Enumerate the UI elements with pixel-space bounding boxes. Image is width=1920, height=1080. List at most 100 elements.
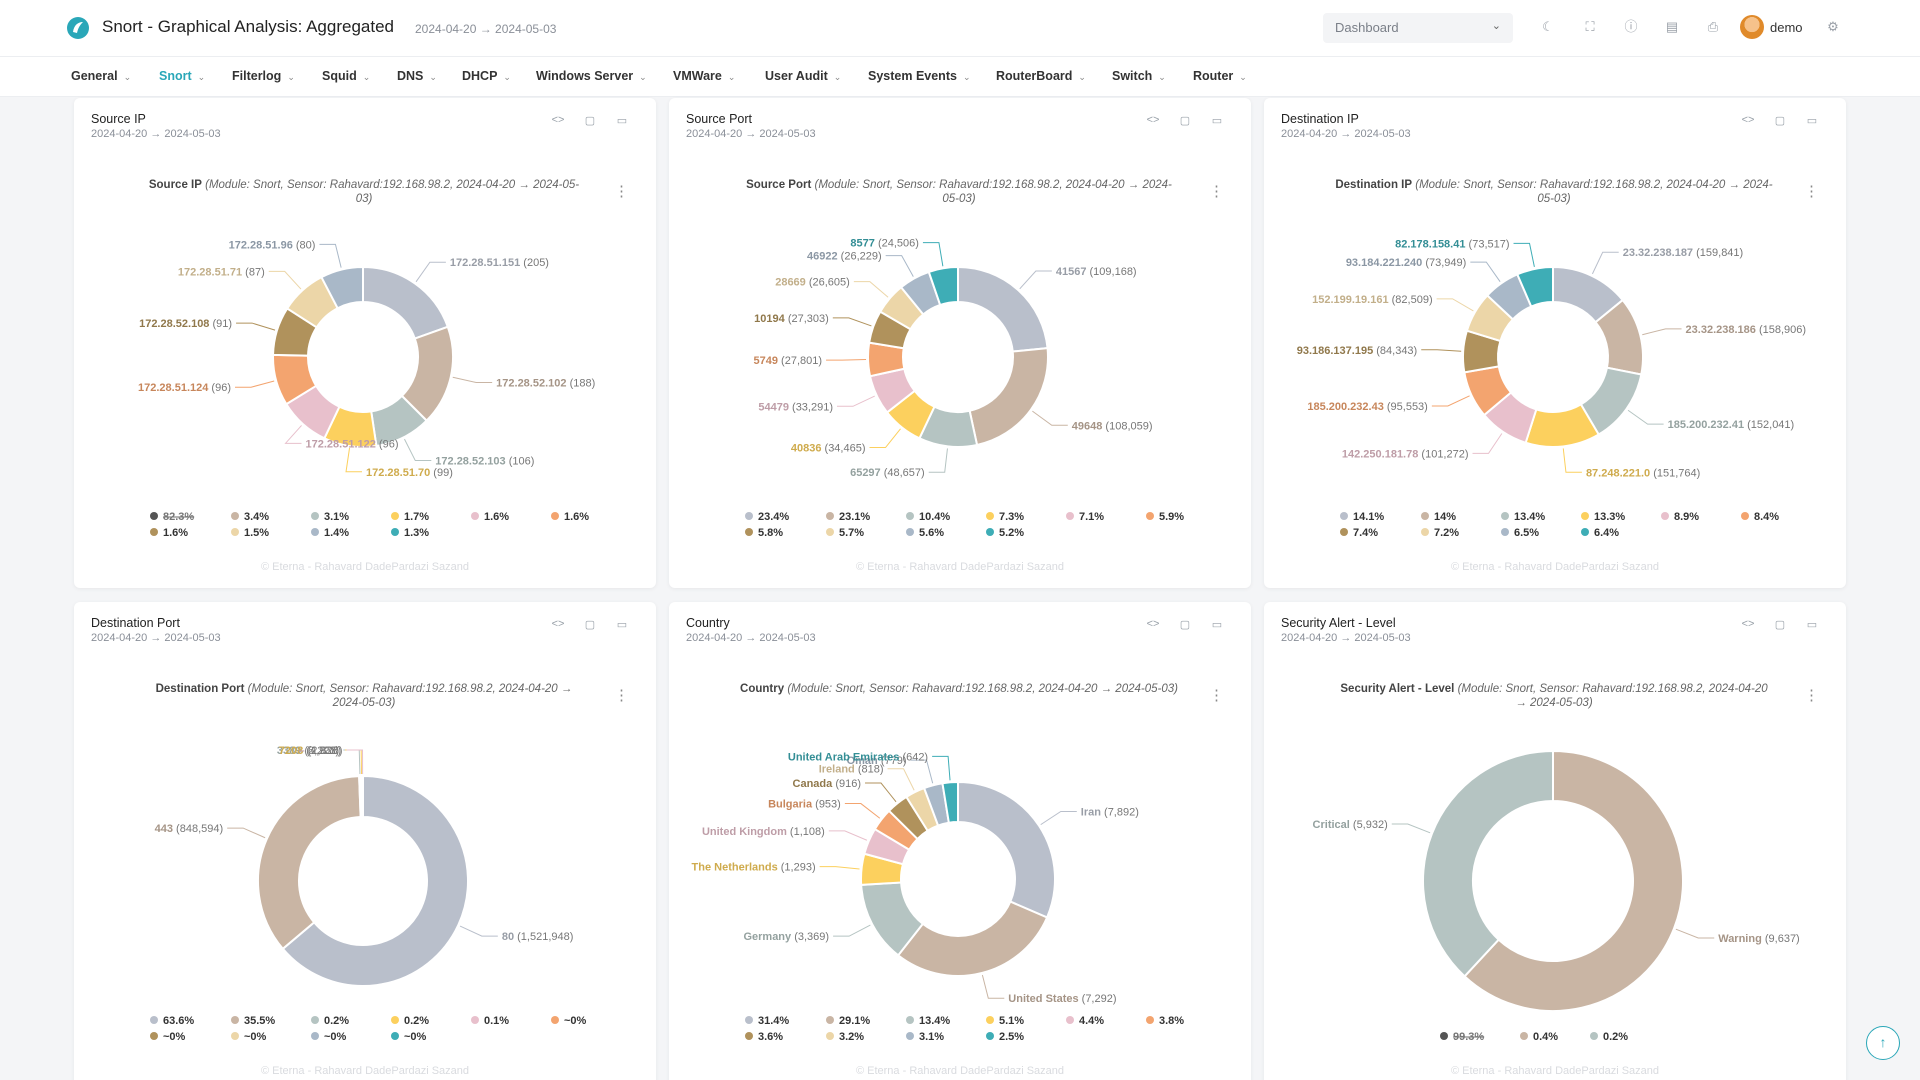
code-icon[interactable]: <> — [1741, 618, 1755, 630]
kebab-menu-icon[interactable]: ⋮ — [1804, 183, 1819, 200]
legend-item[interactable]: 3.1% — [906, 1031, 944, 1043]
nav-item-switch[interactable]: Switch ⌄ — [1112, 69, 1166, 83]
nav-item-routerboard[interactable]: RouterBoard ⌄ — [996, 69, 1086, 83]
donut-slice[interactable] — [941, 780, 959, 824]
legend-item[interactable]: 35.5% — [231, 1015, 275, 1027]
comment-icon[interactable]: ▭ — [616, 619, 628, 631]
legend-item[interactable]: 5.6% — [906, 527, 944, 539]
donut-slice[interactable] — [257, 775, 362, 951]
legend-item[interactable]: 3.1% — [311, 511, 349, 523]
legend-item[interactable]: 2.5% — [986, 1031, 1024, 1043]
copy-icon[interactable]: ▢ — [1179, 115, 1191, 127]
nav-item-squid[interactable]: Squid ⌄ — [322, 69, 370, 83]
legend-item[interactable]: 31.4% — [745, 1015, 789, 1027]
comment-icon[interactable]: ▭ — [616, 115, 628, 127]
legend-item[interactable]: 23.1% — [826, 511, 870, 523]
nav-item-snort[interactable]: Snort ⌄ — [159, 69, 205, 83]
donut-slice[interactable] — [361, 774, 364, 819]
nav-item-system-events[interactable]: System Events ⌄ — [868, 69, 970, 83]
nav-item-router[interactable]: Router ⌄ — [1193, 69, 1247, 83]
code-icon[interactable]: <> — [551, 114, 565, 126]
kebab-menu-icon[interactable]: ⋮ — [1209, 687, 1224, 704]
kebab-menu-icon[interactable]: ⋮ — [1804, 687, 1819, 704]
copy-icon[interactable]: ▢ — [584, 115, 596, 127]
legend-item[interactable]: 13.4% — [1501, 511, 1545, 523]
legend-item[interactable]: 1.3% — [391, 527, 429, 539]
legend-item[interactable]: ~0% — [391, 1031, 427, 1043]
legend-item[interactable]: 3.8% — [1146, 1015, 1184, 1027]
legend-item[interactable]: 6.5% — [1501, 527, 1539, 539]
legend-item[interactable]: 5.7% — [826, 527, 864, 539]
donut-slice[interactable] — [1422, 749, 1554, 978]
legend-item[interactable]: 7.3% — [986, 511, 1024, 523]
legend-item[interactable]: 99.3% — [1440, 1031, 1484, 1043]
legend-item[interactable]: 10.4% — [906, 511, 950, 523]
legend-item[interactable]: 14.1% — [1340, 511, 1384, 523]
donut-slice[interactable] — [1463, 749, 1684, 1012]
code-icon[interactable]: <> — [1146, 114, 1160, 126]
gear-icon[interactable]: ⚙ — [1827, 19, 1839, 34]
legend-item[interactable]: ~0% — [150, 1031, 186, 1043]
nav-item-dns[interactable]: DNS ⌄ — [397, 69, 437, 83]
legend-item[interactable]: 0.2% — [1590, 1031, 1628, 1043]
scroll-to-top-button[interactable]: ↑ — [1866, 1026, 1900, 1060]
legend-item[interactable]: 0.1% — [471, 1015, 509, 1027]
legend-item[interactable]: 5.1% — [986, 1015, 1024, 1027]
legend-item[interactable]: 14% — [1421, 511, 1456, 523]
legend-item[interactable]: 4.4% — [1066, 1015, 1104, 1027]
donut-slice[interactable] — [1516, 265, 1554, 308]
kebab-menu-icon[interactable]: ⋮ — [614, 687, 629, 704]
legend-item[interactable]: ~0% — [551, 1015, 587, 1027]
legend-item[interactable]: 6.4% — [1581, 527, 1619, 539]
legend-item[interactable]: 3.6% — [745, 1031, 783, 1043]
legend-item[interactable]: 3.2% — [826, 1031, 864, 1043]
legend-item[interactable]: 5.2% — [986, 527, 1024, 539]
legend-item[interactable]: 0.2% — [311, 1015, 349, 1027]
legend-item[interactable]: 23.4% — [745, 511, 789, 523]
legend-item[interactable]: 7.1% — [1066, 511, 1104, 523]
legend-item[interactable]: 1.6% — [471, 511, 509, 523]
copy-icon[interactable]: ▢ — [1774, 619, 1786, 631]
avatar[interactable] — [1740, 15, 1764, 39]
legend-item[interactable]: 82.3% — [150, 511, 194, 523]
fullscreen-icon[interactable]: ⛶ — [1585, 19, 1595, 34]
donut-slice[interactable] — [927, 265, 959, 307]
donut-slice[interactable] — [957, 265, 1049, 353]
legend-item[interactable]: 5.8% — [745, 527, 783, 539]
comment-icon[interactable]: ▭ — [1211, 115, 1223, 127]
nav-item-vmware[interactable]: VMWare ⌄ — [673, 69, 735, 83]
nav-item-windows-server[interactable]: Windows Server ⌄ — [536, 69, 647, 83]
donut-slice[interactable] — [957, 780, 1056, 919]
legend-item[interactable]: ~0% — [311, 1031, 347, 1043]
donut-slice[interactable] — [362, 265, 450, 340]
legend-item[interactable]: 63.6% — [150, 1015, 194, 1027]
print-icon[interactable]: ⎙ — [1707, 19, 1719, 34]
legend-item[interactable]: 0.4% — [1520, 1031, 1558, 1043]
legend-item[interactable]: 1.6% — [150, 527, 188, 539]
copy-icon[interactable]: ▢ — [1774, 115, 1786, 127]
legend-item[interactable]: 13.4% — [906, 1015, 950, 1027]
kebab-menu-icon[interactable]: ⋮ — [1209, 183, 1224, 200]
legend-item[interactable]: 7.2% — [1421, 527, 1459, 539]
app-logo-icon[interactable] — [66, 16, 90, 40]
comment-icon[interactable]: ▭ — [1211, 619, 1223, 631]
legend-item[interactable]: 29.1% — [826, 1015, 870, 1027]
code-icon[interactable]: <> — [1146, 618, 1160, 630]
user-name[interactable]: demo — [1770, 20, 1803, 35]
legend-item[interactable]: 3.4% — [231, 511, 269, 523]
comment-icon[interactable]: ▭ — [1806, 619, 1818, 631]
nav-item-dhcp[interactable]: DHCP ⌄ — [462, 69, 511, 83]
comment-icon[interactable]: ▭ — [1806, 115, 1818, 127]
moon-icon[interactable]: ☾ — [1542, 19, 1554, 34]
legend-item[interactable]: 7.4% — [1340, 527, 1378, 539]
code-icon[interactable]: <> — [1741, 114, 1755, 126]
nav-item-user-audit[interactable]: User Audit ⌄ — [765, 69, 841, 83]
legend-item[interactable]: 5.9% — [1146, 511, 1184, 523]
copy-icon[interactable]: ▢ — [584, 619, 596, 631]
legend-item[interactable]: 1.7% — [391, 511, 429, 523]
nav-item-filterlog[interactable]: Filterlog ⌄ — [232, 69, 295, 83]
kebab-menu-icon[interactable]: ⋮ — [614, 183, 629, 200]
donut-slice[interactable] — [896, 900, 1049, 977]
copy-icon[interactable]: ▢ — [1179, 619, 1191, 631]
donut-slice[interactable] — [281, 774, 469, 987]
